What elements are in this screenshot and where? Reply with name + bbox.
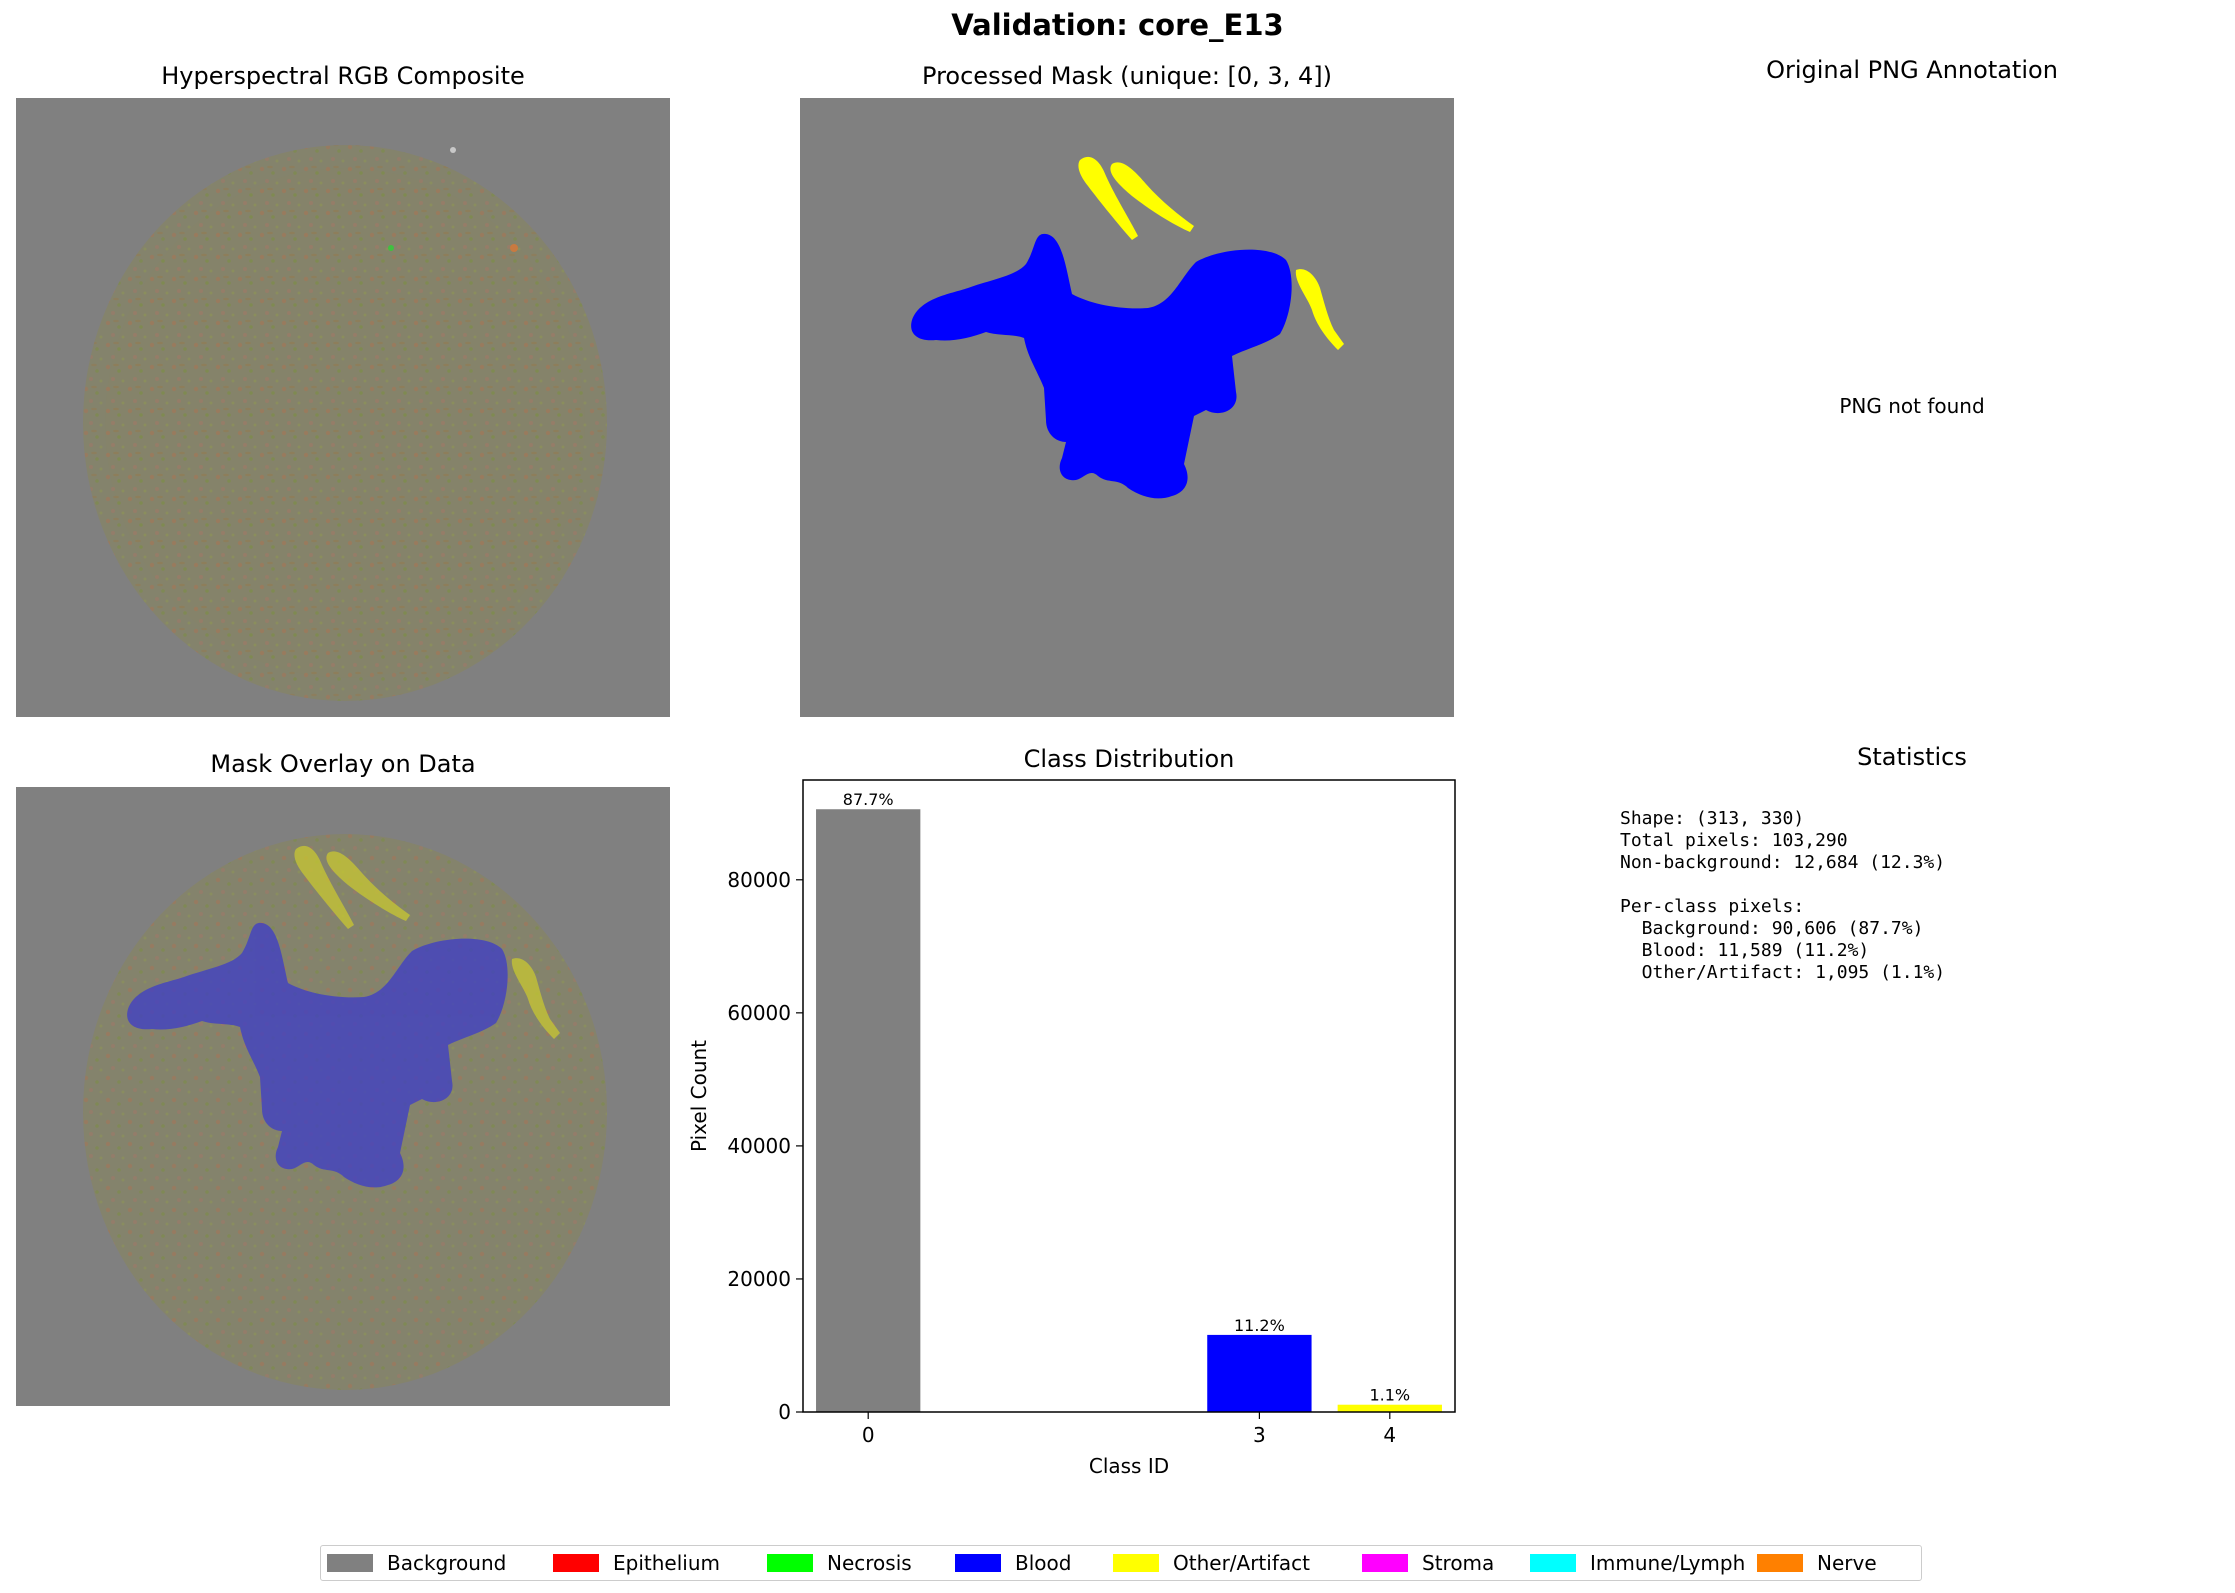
- legend-label: Background: [387, 1551, 507, 1575]
- rgb-panel-title: Hyperspectral RGB Composite: [161, 62, 525, 90]
- bar-label: 87.7%: [843, 790, 894, 809]
- png-not-found-message: PNG not found: [1839, 394, 1985, 418]
- statistics-text: Shape: (313, 330) Total pixels: 103,290 No…: [1620, 808, 1945, 984]
- x-tick-label: 4: [1383, 1423, 1396, 1447]
- rgb-composite-graphic: [16, 98, 670, 717]
- png-panel-title: Original PNG Annotation: [1766, 56, 2058, 84]
- stats-line: Other/Artifact: 1,095 (1.1%): [1620, 962, 1946, 983]
- overlay-panel-title: Mask Overlay on Data: [210, 750, 476, 778]
- chart-plot-frame: [802, 779, 1456, 1413]
- stats-line: Non-background: 12,684 (12.3%): [1620, 852, 1946, 873]
- processed-mask-graphic: [800, 98, 1454, 717]
- bar-label: 1.1%: [1369, 1386, 1410, 1405]
- legend-item: Stroma: [1362, 1546, 1494, 1580]
- legend-item: Background: [327, 1546, 506, 1580]
- legend-swatch: [955, 1554, 1001, 1572]
- stats-line: [1620, 874, 1945, 896]
- stats-line: Per-class pixels:: [1620, 896, 1805, 917]
- y-tick-label: 60000: [727, 1001, 791, 1025]
- rgb-composite-image: [16, 98, 670, 717]
- stats-line: Background: 90,606 (87.7%): [1620, 918, 1924, 939]
- x-tick-label: 0: [862, 1423, 875, 1447]
- y-tick-label: 20000: [727, 1267, 791, 1291]
- x-tick-label: 3: [1253, 1423, 1266, 1447]
- legend-swatch: [1362, 1554, 1408, 1572]
- y-tick-label: 40000: [727, 1134, 791, 1158]
- x-axis-label: Class ID: [1089, 1454, 1169, 1478]
- y-tick-label: 80000: [727, 868, 791, 892]
- legend: Background Epithelium Necrosis Blood Other/A…: [320, 1545, 1922, 1581]
- processed-mask-image: [800, 98, 1454, 717]
- class-distribution-chart: Class Distribution 87.7% 11.2% 1.1% 0 3 4 0 20…: [687, 745, 1456, 1478]
- figure-title: Validation: core_E13: [951, 8, 1284, 42]
- legend-swatch: [1113, 1554, 1159, 1572]
- stats-line: Shape: (313, 330): [1620, 808, 1805, 829]
- y-axis-label: Pixel Count: [687, 1040, 711, 1152]
- bar-class-3: [1207, 1334, 1312, 1412]
- bar-label: 11.2%: [1234, 1316, 1285, 1335]
- legend-swatch: [327, 1554, 373, 1572]
- mask-panel-title: Processed Mask (unique: [0, 3, 4]): [922, 62, 1332, 90]
- legend-label: Necrosis: [827, 1551, 912, 1575]
- legend-swatch: [767, 1554, 813, 1572]
- legend-label: Blood: [1015, 1551, 1072, 1575]
- legend-item: Other/Artifact: [1113, 1546, 1310, 1580]
- legend-label: Nerve: [1817, 1551, 1877, 1575]
- bar-class-4: [1337, 1404, 1442, 1412]
- y-tick-label: 0: [778, 1400, 791, 1424]
- chart-title: Class Distribution: [1024, 745, 1235, 773]
- legend-swatch: [1530, 1554, 1576, 1572]
- legend-item: Immune/Lymph: [1530, 1546, 1745, 1580]
- stats-panel-title: Statistics: [1857, 743, 1967, 771]
- legend-item: Epithelium: [553, 1546, 720, 1580]
- legend-label: Other/Artifact: [1173, 1551, 1310, 1575]
- legend-label: Epithelium: [613, 1551, 720, 1575]
- mask-overlay-image: [16, 787, 670, 1406]
- stats-line: Total pixels: 103,290: [1620, 830, 1848, 851]
- stats-line: Blood: 11,589 (11.2%): [1620, 940, 1870, 961]
- mask-overlay-graphic: [16, 787, 670, 1406]
- legend-swatch: [553, 1554, 599, 1572]
- bar-class-0: [816, 809, 921, 1412]
- legend-label: Immune/Lymph: [1590, 1551, 1746, 1575]
- legend-item: Blood: [955, 1546, 1071, 1580]
- legend-item: Nerve: [1757, 1546, 1877, 1580]
- legend-swatch: [1757, 1554, 1803, 1572]
- legend-item: Necrosis: [767, 1546, 912, 1580]
- legend-label: Stroma: [1422, 1551, 1495, 1575]
